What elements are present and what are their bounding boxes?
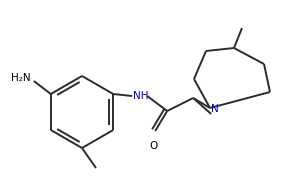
Text: NH: NH bbox=[133, 91, 149, 101]
Text: N: N bbox=[211, 104, 219, 114]
Text: O: O bbox=[149, 141, 157, 151]
Text: H₂N: H₂N bbox=[11, 73, 31, 83]
